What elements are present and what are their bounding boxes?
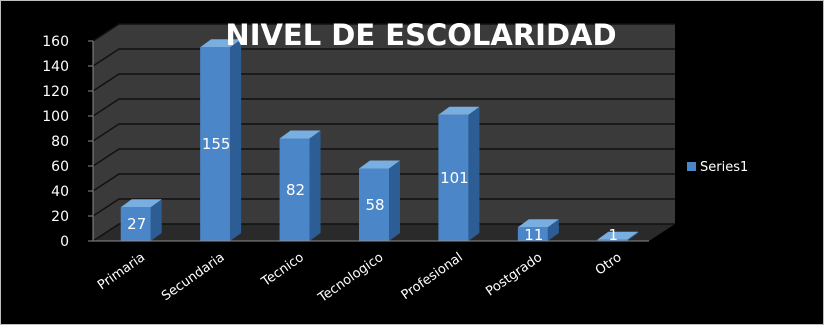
y-tick-label: 120 — [42, 84, 69, 100]
data-label: 58 — [365, 196, 384, 214]
y-tick-label: 160 — [42, 34, 69, 50]
legend: Series1 — [687, 160, 748, 175]
y-tick-label: 80 — [51, 134, 69, 150]
data-label: 82 — [286, 181, 305, 199]
grid-lines — [92, 23, 675, 242]
x-tick-label: Otro — [593, 250, 625, 279]
bar-side — [309, 130, 321, 241]
bar-side — [468, 106, 480, 241]
bar-top — [517, 219, 559, 228]
grid-line — [92, 148, 675, 167]
bar — [279, 130, 321, 241]
bar-side — [547, 219, 559, 241]
bar-top — [597, 231, 639, 240]
y-tick-label: 140 — [42, 59, 69, 75]
bar-front — [438, 114, 469, 241]
data-label: 155 — [202, 135, 231, 153]
data-label: 27 — [127, 215, 146, 233]
bar — [517, 219, 559, 241]
grid-line — [92, 23, 675, 42]
grid-line — [92, 98, 675, 117]
grid-line — [92, 123, 675, 142]
bar-side — [230, 39, 242, 241]
bar-top — [279, 130, 321, 139]
legend-label: Series1 — [700, 160, 748, 175]
legend-swatch — [687, 162, 696, 171]
x-tick-label: Primaria — [95, 250, 148, 293]
bar-front — [120, 207, 151, 241]
x-axis-labels: Primaria Secundaria Tecnico Tecnologico Prof… — [95, 250, 625, 306]
bar-front — [517, 227, 548, 241]
x-tick-label: Secundaria — [159, 250, 227, 304]
bar-side — [389, 160, 400, 241]
bar-side — [627, 231, 639, 241]
y-tick-label: 20 — [51, 209, 69, 225]
grid-line — [92, 173, 675, 192]
x-tick-label: Profesional — [399, 250, 466, 303]
bar — [200, 39, 242, 241]
chart-title: NIVEL DE ESCOLARIDAD — [225, 18, 616, 52]
bar — [359, 160, 400, 241]
data-label: 1 — [609, 226, 619, 244]
bar-front — [279, 138, 310, 241]
data-label: 101 — [440, 169, 469, 187]
bar — [597, 231, 639, 241]
bar-side — [150, 199, 162, 241]
x-tick-label: Postgrado — [483, 250, 545, 300]
grid-line — [92, 48, 675, 67]
y-tick-label: 60 — [51, 159, 69, 175]
bar-front — [597, 239, 628, 241]
data-label: 11 — [524, 226, 543, 244]
bar-top — [200, 39, 242, 48]
y-tick-label: 0 — [60, 234, 69, 250]
y-tick-label: 40 — [51, 184, 69, 200]
bar — [438, 106, 480, 241]
grid-line — [92, 198, 675, 217]
bar-front — [200, 47, 231, 241]
y-tick-label: 100 — [42, 109, 69, 125]
bar-front — [359, 168, 389, 241]
bar-top — [438, 106, 480, 115]
grid-line — [92, 73, 675, 92]
y-axis-ticks: 0 20 40 60 80 100 120 140 160 — [42, 34, 649, 250]
x-tick-label: Tecnico — [258, 250, 307, 290]
bar-top — [359, 160, 400, 169]
bar-top — [120, 199, 162, 208]
grid-line — [92, 223, 675, 242]
bar — [120, 199, 162, 241]
x-tick-label: Tecnologico — [315, 250, 386, 306]
